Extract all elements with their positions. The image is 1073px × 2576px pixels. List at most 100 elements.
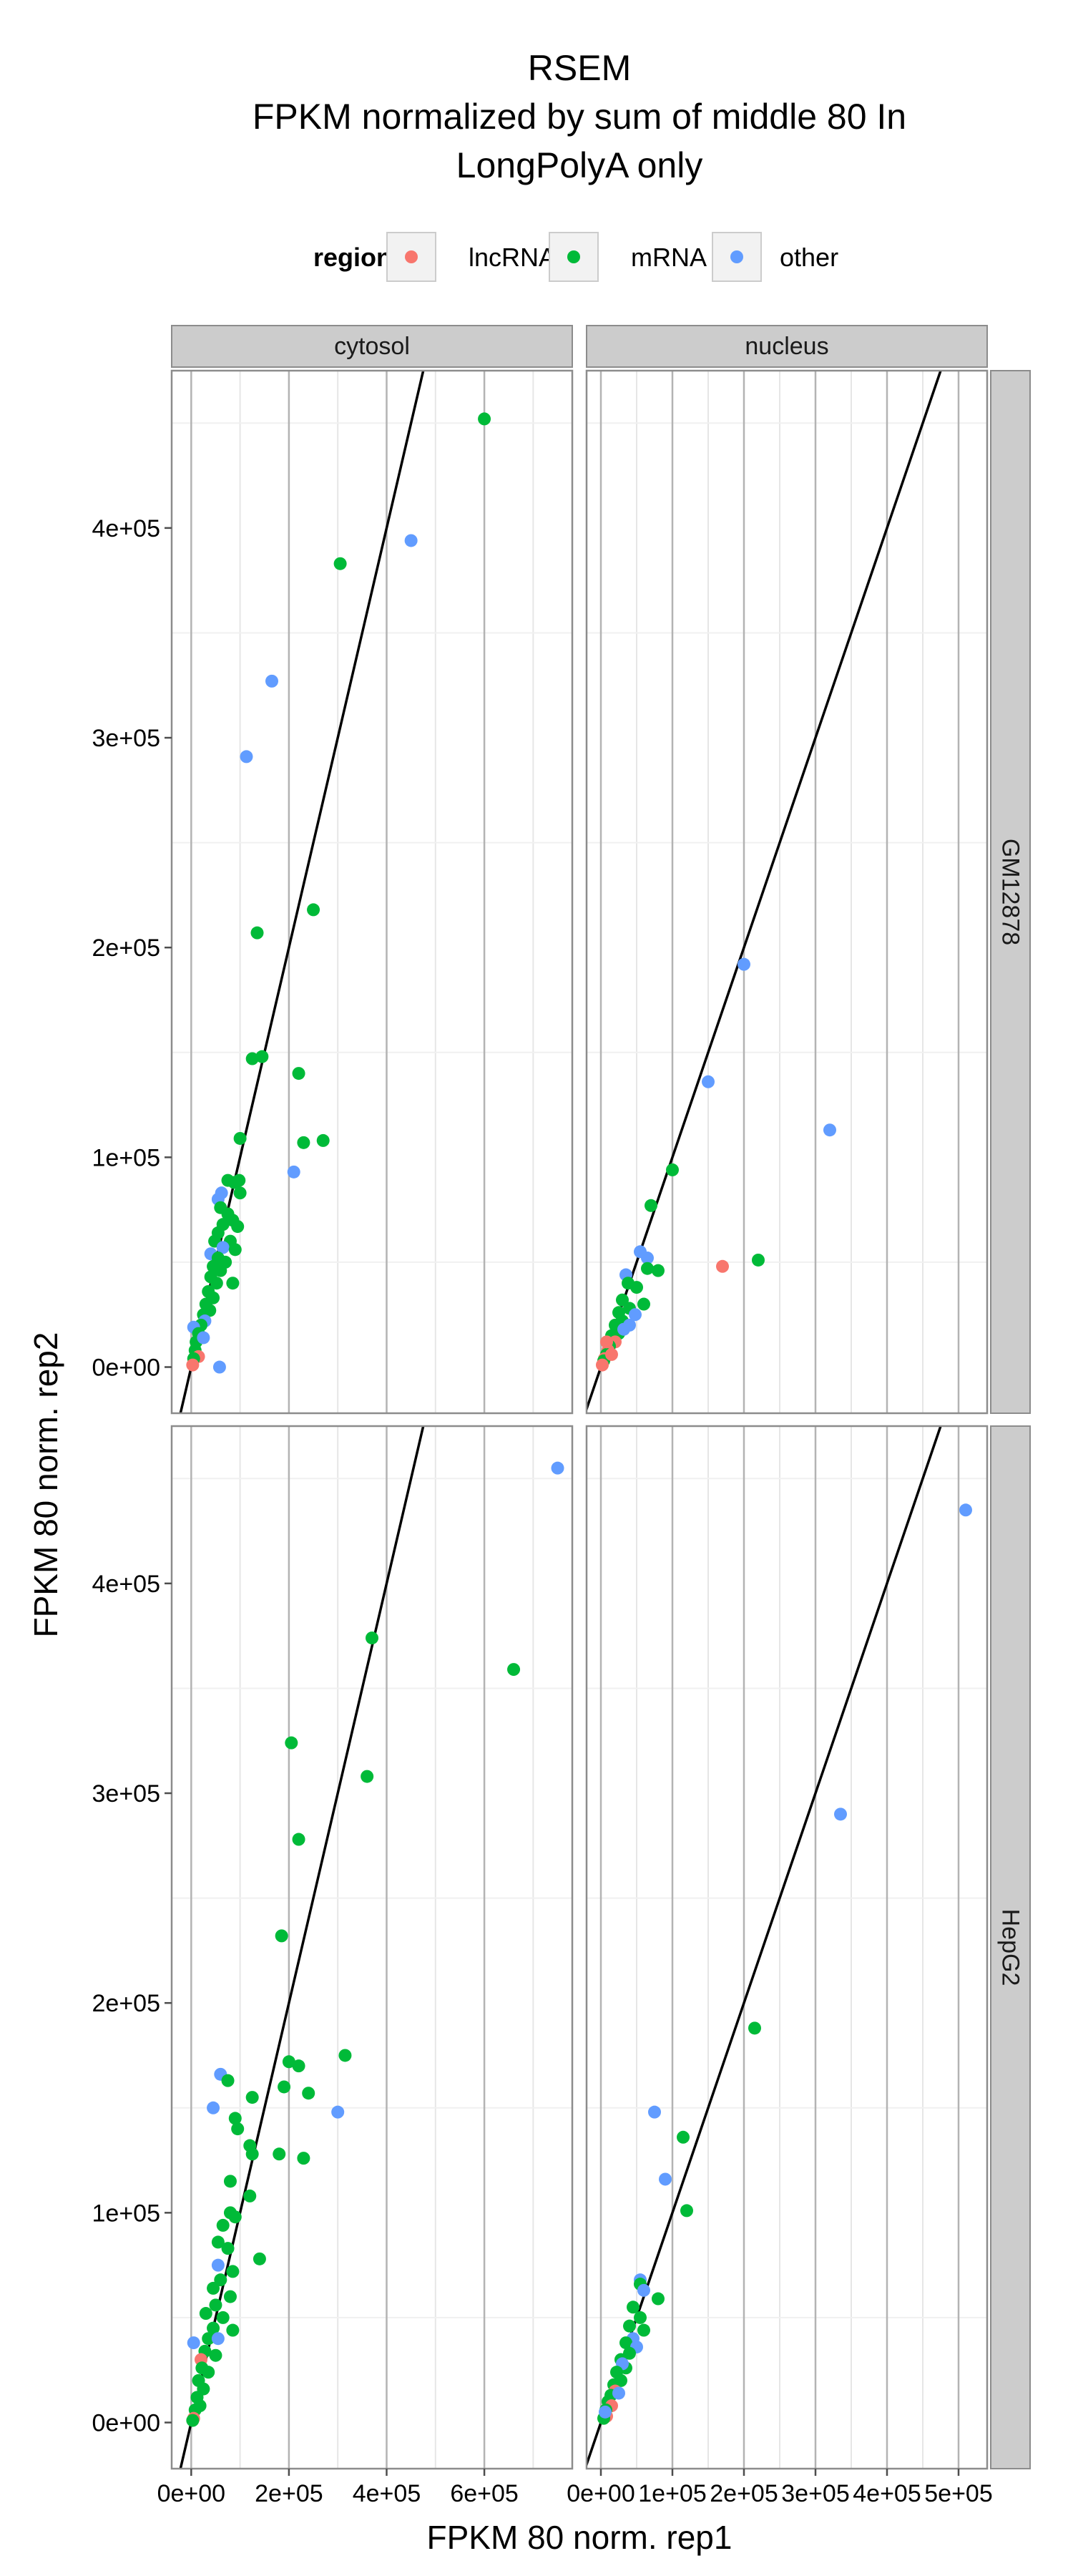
x-tick-label: 1e+05 xyxy=(638,2480,707,2507)
x-tick-label: 0e+00 xyxy=(157,2480,226,2507)
facet-strip-label-cytosol: cytosol xyxy=(334,333,410,360)
x-tick-label: 6e+05 xyxy=(450,2480,519,2507)
data-point-mrna xyxy=(637,2323,650,2337)
data-point-mrna xyxy=(333,557,347,570)
data-point-mrna xyxy=(641,1262,654,1275)
data-point-other xyxy=(287,1165,300,1179)
y-tick-label: 1e+05 xyxy=(92,1144,161,1171)
legend-key-other xyxy=(712,232,762,282)
data-point-mrna xyxy=(273,2147,286,2161)
data-point-mrna xyxy=(748,2021,761,2035)
facet-strip-nucleus xyxy=(586,325,988,368)
data-point-other xyxy=(659,2172,672,2186)
facet-strip-cytosol xyxy=(171,325,573,368)
panel-border xyxy=(170,1425,574,2470)
data-point-lncrna xyxy=(605,1347,618,1361)
data-point-other xyxy=(404,534,418,547)
data-point-mrna xyxy=(216,2218,230,2232)
data-point-mrna xyxy=(226,2323,240,2337)
legend-swatch-other xyxy=(730,250,743,263)
data-point-mrna xyxy=(228,2112,242,2125)
data-point-mrna xyxy=(211,2235,225,2249)
data-point-other xyxy=(240,750,253,763)
panel-background xyxy=(172,371,572,1413)
data-point-mrna xyxy=(297,2152,310,2165)
data-point-lncrna xyxy=(596,1358,609,1372)
data-point-mrna xyxy=(253,2252,266,2265)
panel-points xyxy=(596,957,836,1372)
data-point-mrna xyxy=(361,1770,374,1783)
legend-title: region xyxy=(313,243,392,272)
data-point-mrna xyxy=(214,1264,227,1277)
data-point-mrna xyxy=(231,2122,245,2136)
panel-border xyxy=(585,1425,989,2470)
legend-swatch-mrna xyxy=(567,250,580,263)
data-point-mrna xyxy=(634,2311,647,2324)
data-point-other xyxy=(215,1186,228,1200)
panel-points xyxy=(186,1461,564,2427)
data-point-mrna xyxy=(285,1736,298,1750)
legend-swatch-lncrna xyxy=(405,250,418,263)
data-point-lncrna xyxy=(186,1358,200,1372)
x-tick-label: 2e+05 xyxy=(255,2480,323,2507)
data-point-other xyxy=(738,957,750,971)
data-point-mrna xyxy=(637,1297,650,1311)
y-tick-label: 2e+05 xyxy=(92,1990,161,2017)
panel-nucleus-hepg2 xyxy=(585,1425,989,2470)
panel-points xyxy=(597,1503,972,2425)
y-tick-label: 3e+05 xyxy=(92,1780,161,1807)
data-point-mrna xyxy=(366,1631,378,1645)
data-point-mrna xyxy=(214,2273,227,2287)
data-point-other xyxy=(197,1331,210,1345)
x-tick-label: 0e+00 xyxy=(567,2480,635,2507)
panel-nucleus-gm12878 xyxy=(585,369,989,1415)
panel-cytosol-gm12878 xyxy=(170,369,574,1415)
data-point-mrna xyxy=(223,2175,237,2188)
data-point-mrna xyxy=(199,2307,212,2321)
y-tick-label: 2e+05 xyxy=(92,935,161,962)
data-point-mrna xyxy=(302,2087,315,2100)
identity-line xyxy=(587,371,942,1413)
data-point-mrna xyxy=(221,2242,235,2255)
panel-background xyxy=(587,371,987,1413)
data-point-mrna xyxy=(207,2321,220,2335)
legend-label-lncrna: lncRNA xyxy=(469,243,556,272)
data-point-mrna xyxy=(216,2311,230,2324)
data-point-mrna xyxy=(226,2265,240,2278)
y-tick-label: 0e+00 xyxy=(92,1355,161,1382)
data-point-mrna xyxy=(209,2348,222,2362)
data-point-other xyxy=(617,1322,630,1336)
chart-title-line-3: LongPolyA only xyxy=(456,145,703,185)
facet-strip-label-gm12878: GM12878 xyxy=(997,839,1024,945)
data-point-mrna xyxy=(307,903,320,917)
data-point-mrna xyxy=(275,1929,288,1943)
data-point-mrna xyxy=(478,412,491,426)
facet-strip-label-hepg2: HepG2 xyxy=(997,1909,1024,1986)
x-tick-label: 3e+05 xyxy=(781,2480,850,2507)
panel-points xyxy=(186,412,491,1374)
data-point-mrna xyxy=(245,2091,259,2104)
panel-background xyxy=(172,1426,572,2469)
data-point-mrna xyxy=(232,1174,246,1187)
data-point-mrna xyxy=(752,1253,765,1267)
data-point-mrna xyxy=(223,2290,237,2303)
data-point-other xyxy=(211,2332,225,2346)
data-point-other xyxy=(207,2101,220,2114)
data-point-mrna xyxy=(680,2204,693,2218)
data-point-mrna xyxy=(292,2059,305,2073)
x-tick-label: 4e+05 xyxy=(853,2480,921,2507)
chart-title-line-1: RSEM xyxy=(528,48,631,88)
data-point-mrna xyxy=(652,2292,665,2306)
data-point-mrna xyxy=(250,926,264,940)
data-point-other xyxy=(187,2336,200,2350)
chart-title-line-2: FPKM normalized by sum of middle 80 In xyxy=(253,97,906,137)
identity-line xyxy=(587,1426,942,2469)
x-axis-label: FPKM 80 norm. rep1 xyxy=(427,2519,733,2556)
facet-strip-hepg2 xyxy=(990,1425,1031,2469)
data-point-lncrna xyxy=(716,1259,729,1273)
data-point-mrna xyxy=(255,1050,269,1063)
data-point-mrna xyxy=(297,1136,310,1149)
data-point-other xyxy=(702,1075,715,1088)
x-tick-label: 5e+05 xyxy=(924,2480,993,2507)
